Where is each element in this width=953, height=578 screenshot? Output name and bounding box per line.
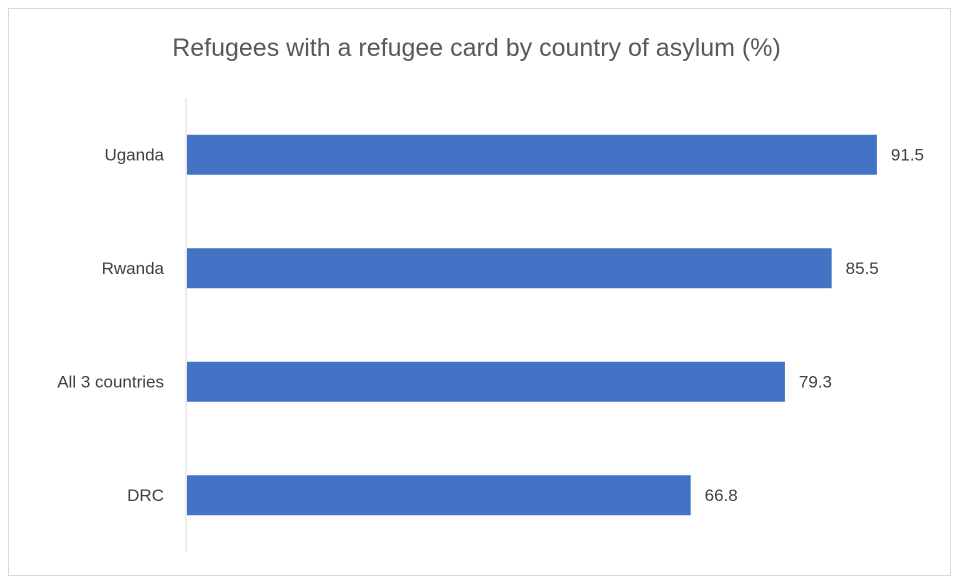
data-label: 79.3 [799, 372, 832, 391]
data-label: 91.5 [891, 145, 924, 164]
bar-uganda [187, 135, 877, 175]
category-label: Rwanda [102, 259, 165, 278]
category-label: All 3 countries [57, 372, 164, 391]
bar-rwanda [187, 248, 832, 288]
category-label: DRC [127, 486, 164, 505]
data-label: 66.8 [705, 486, 738, 505]
category-label: Uganda [104, 145, 164, 164]
bar-all-3-countries [187, 362, 785, 402]
bar-drc [187, 475, 691, 515]
data-label: 85.5 [846, 259, 879, 278]
